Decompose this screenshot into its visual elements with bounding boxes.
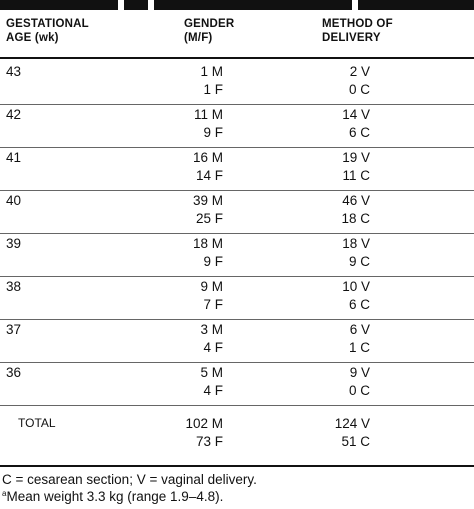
age-cell: 38 [6,279,22,294]
table-row: 41 16 M 14 F 19 V 11 C [0,148,474,191]
header-text: GESTATIONAL [6,18,89,30]
header-text: AGE (wk) [6,32,59,44]
header-gestational-age: GESTATIONAL AGE (wk) [6,17,156,45]
header-text: DELIVERY [322,32,381,44]
row-divider [0,362,474,363]
table-row: 38 9 M 7 F 10 V 6 C [0,277,474,320]
gender-f-cell: 7 F [203,297,223,312]
age-cell: 40 [6,193,22,208]
gender-f-cell: 9 F [203,254,223,269]
row-divider [0,276,474,277]
delivery-v-cell: 2 V [349,64,370,79]
delivery-c-cell: 11 C [342,168,370,183]
delivery-v-cell: 9 V [349,365,370,380]
table-row: 40 39 M 25 F 46 V 18 C [0,191,474,234]
age-cell: 39 [6,236,22,251]
header-text: (M/F) [184,32,213,44]
delivery-c-cell: 0 C [348,82,370,97]
gender-m-cell: 9 M [200,279,223,294]
delivery-v-cell: 46 V [342,193,370,208]
header-text: GENDER [184,18,235,30]
delivery-v-cell: 10 V [342,279,370,294]
gender-m-cell: 3 M [200,322,223,337]
top-rule-gap [352,0,358,10]
row-divider [0,319,474,320]
age-cell: 43 [6,64,22,79]
top-rule-gap [148,0,154,10]
table-body: 43 1 M 1 F 2 V 0 C 42 11 M 9 F 14 V 6 C … [0,62,474,456]
gender-m-cell: 18 M [192,236,223,251]
delivery-v-cell: 18 V [342,236,370,251]
delivery-c-cell: 6 C [348,125,370,140]
total-label: TOTAL [18,416,56,430]
row-divider [0,104,474,105]
table-row: 43 1 M 1 F 2 V 0 C [0,62,474,105]
delivery-c-cell: 51 C [341,434,370,449]
delivery-c-cell: 0 C [348,383,370,398]
gender-f-cell: 4 F [203,340,223,355]
footnote-marker: a [2,489,7,498]
footnote-text: Mean weight 3.3 kg (range 1.9–4.8). [6,489,224,504]
gender-f-cell: 14 F [195,168,223,183]
row-divider [0,190,474,191]
header-rule [0,57,474,59]
table-header: GESTATIONAL AGE (wk) GENDER (M/F) METHOD… [0,17,474,57]
delivery-c-cell: 6 C [348,297,370,312]
table-bottom-rule [0,465,474,467]
footnote-mean-weight: aMean weight 3.3 kg (range 1.9–4.8). [2,489,223,504]
gender-m-cell: 16 M [192,150,223,165]
age-cell: 41 [6,150,22,165]
delivery-v-cell: 124 V [334,416,370,431]
gender-m-cell: 5 M [200,365,223,380]
table-row: 37 3 M 4 F 6 V 1 C [0,320,474,363]
gender-f-cell: 9 F [203,125,223,140]
table-row: 36 5 M 4 F 9 V 0 C [0,363,474,406]
header-gender: GENDER (M/F) [184,17,304,45]
delivery-v-cell: 6 V [349,322,370,337]
table-top-rule [0,0,474,10]
delivery-c-cell: 9 C [348,254,370,269]
age-cell: 42 [6,107,22,122]
top-rule-gap [118,0,124,10]
table-row: 42 11 M 9 F 14 V 6 C [0,105,474,148]
row-divider [0,233,474,234]
header-method-of-delivery: METHOD OF DELIVERY [322,17,442,45]
delivery-v-cell: 19 V [342,150,370,165]
gender-m-cell: 11 M [193,107,223,122]
row-divider [0,147,474,148]
row-divider [0,405,474,406]
age-cell: 36 [6,365,22,380]
total-row: TOTAL 102 M 73 F 124 V 51 C [0,406,474,456]
delivery-c-cell: 18 C [341,211,370,226]
header-text: METHOD OF [322,18,393,30]
delivery-c-cell: 1 C [348,340,370,355]
gender-f-cell: 73 F [195,434,223,449]
gender-f-cell: 25 F [195,211,223,226]
delivery-v-cell: 14 V [342,107,370,122]
age-cell: 37 [6,322,22,337]
gender-m-cell: 39 M [192,193,223,208]
gender-m-cell: 102 M [185,416,223,431]
gender-f-cell: 4 F [203,383,223,398]
gender-m-cell: 1 M [200,64,223,79]
gender-f-cell: 1 F [203,82,223,97]
table-row: 39 18 M 9 F 18 V 9 C [0,234,474,277]
footnote-abbreviations: C = cesarean section; V = vaginal delive… [2,472,257,487]
